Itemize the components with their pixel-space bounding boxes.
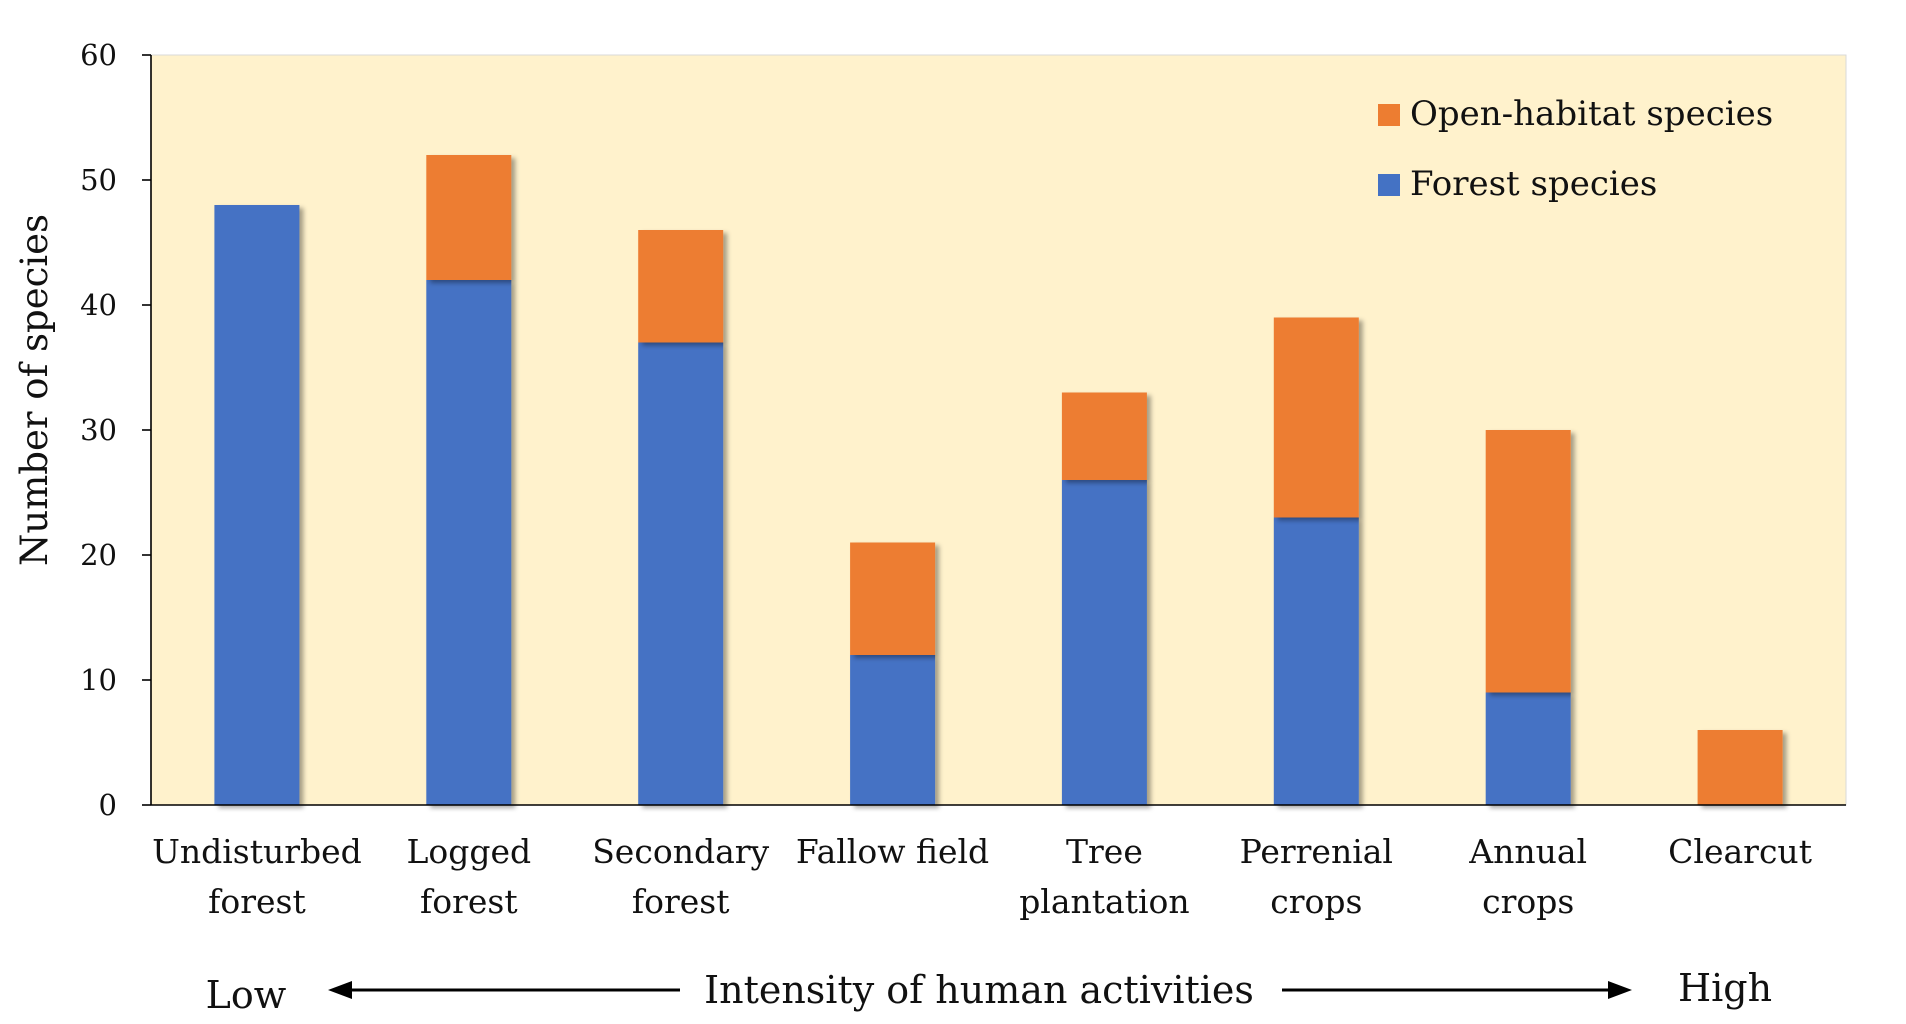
x-category-label-line: forest <box>632 882 730 921</box>
x-category-label-4: Tree plantation <box>1019 832 1189 921</box>
x-category-label-line: Annual <box>1468 832 1587 871</box>
y-tick-label-0: 0 <box>99 788 117 822</box>
x-category-label-line: crops <box>1482 882 1574 921</box>
legend-label-1: Forest species <box>1410 164 1657 204</box>
y-axis-title: Number of species <box>13 214 56 566</box>
x-category-label-6: Annual crops <box>1468 832 1587 921</box>
bar-forest-2 <box>638 342 724 805</box>
axes-layer <box>142 54 1846 806</box>
bars-layer <box>214 155 1783 805</box>
bar-forest-6 <box>1485 692 1571 805</box>
legend-label-0: Open-habitat species <box>1410 94 1773 134</box>
x-category-label-5: Perrenial crops <box>1240 832 1393 921</box>
intensity-scale-annotation: Low Intensity of human activities High <box>206 966 1772 1017</box>
bar-open-habitat-6 <box>1485 430 1571 693</box>
x-category-label-line: forest <box>208 882 306 921</box>
bar-forest-5 <box>1273 517 1359 805</box>
y-tick-label-40: 40 <box>80 288 117 322</box>
labels-layer: 0 10 20 30 40 50 60 Undisturbed forest Logged fore… <box>80 38 1812 921</box>
x-category-label-line: Secondary <box>592 832 769 871</box>
bar-open-habitat-1 <box>426 155 512 280</box>
x-category-label-0: Undisturbed forest <box>152 832 362 921</box>
y-tick-label-20: 20 <box>80 538 117 572</box>
y-tick-label-60: 60 <box>80 38 117 72</box>
bar-forest-4 <box>1061 480 1147 805</box>
x-category-label-3: Fallow field <box>796 832 989 871</box>
bar-open-habitat-5 <box>1273 317 1359 518</box>
arrow-left-head-icon <box>328 981 352 999</box>
legend-swatch-0 <box>1378 104 1400 126</box>
x-category-label-line: forest <box>420 882 518 921</box>
bar-open-habitat-4 <box>1061 392 1147 480</box>
x-category-label-line: crops <box>1270 882 1362 921</box>
y-tick-label-10: 10 <box>80 663 117 697</box>
x-category-label-line: plantation <box>1019 882 1189 921</box>
x-category-label-line: Fallow field <box>796 832 989 871</box>
y-tick-label-30: 30 <box>80 413 117 447</box>
legend-swatch-1 <box>1378 174 1400 196</box>
x-category-label-line: Clearcut <box>1668 832 1812 871</box>
scale-title: Intensity of human activities <box>704 968 1254 1012</box>
bar-forest-1 <box>426 280 512 805</box>
x-category-label-line: Tree <box>1066 832 1143 871</box>
y-tick-label-50: 50 <box>80 163 117 197</box>
scale-high-label: High <box>1678 966 1772 1010</box>
bar-open-habitat-3 <box>850 542 936 655</box>
x-category-label-1: Logged forest <box>406 832 531 921</box>
x-category-label-line: Perrenial <box>1240 832 1393 871</box>
legend: Open-habitat species Forest species <box>1378 94 1773 204</box>
x-category-label-line: Logged <box>406 832 531 871</box>
bar-forest-3 <box>850 655 936 805</box>
bar-forest-0 <box>214 205 300 805</box>
x-category-label-line: Undisturbed <box>152 832 362 871</box>
x-category-label-2: Secondary forest <box>592 832 769 921</box>
scale-low-label: Low <box>206 973 287 1017</box>
x-category-label-7: Clearcut <box>1668 832 1812 871</box>
bar-open-habitat-7 <box>1697 730 1783 805</box>
bar-open-habitat-2 <box>638 230 724 343</box>
arrow-right-head-icon <box>1608 981 1632 999</box>
